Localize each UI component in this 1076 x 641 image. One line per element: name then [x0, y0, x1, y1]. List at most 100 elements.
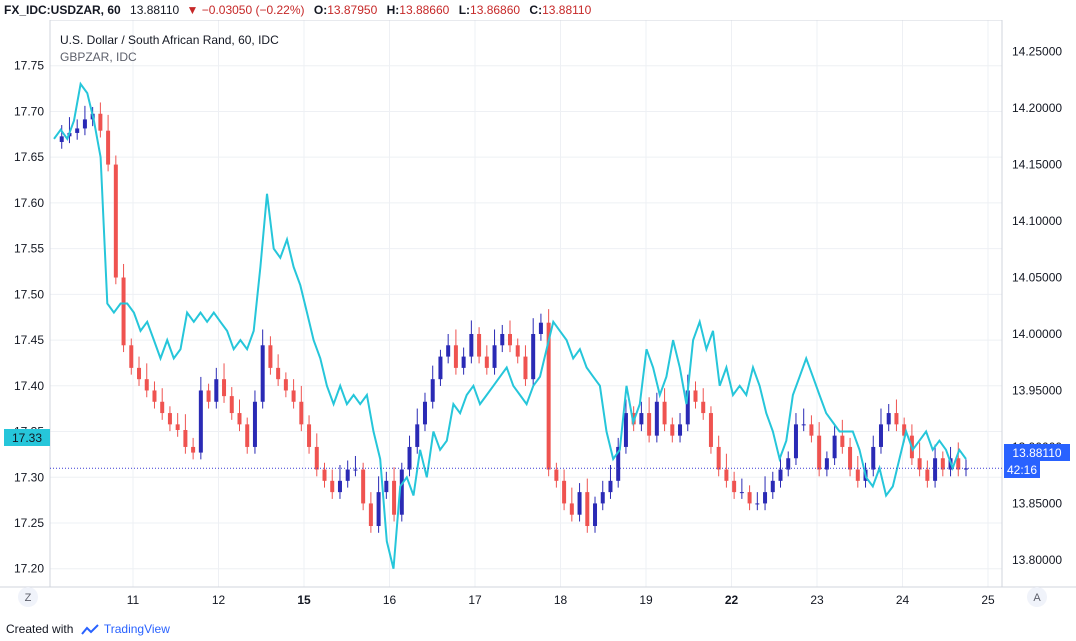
footer: Created with TradingView [0, 617, 1076, 641]
candle-body [222, 379, 227, 397]
right-price-badge-text: 13.88110 [1012, 446, 1061, 460]
candle-body [593, 503, 598, 527]
candle-body [623, 413, 628, 447]
candle-body [670, 424, 675, 436]
close-value: 13.88110 [542, 3, 592, 17]
left-axis-tick: 17.40 [14, 379, 44, 393]
price-change: ▼ −0.03050 (−0.22%) [186, 3, 305, 17]
candle-body [229, 396, 234, 414]
candle-body [786, 458, 791, 470]
right-axis-tick: 13.85000 [1012, 496, 1062, 510]
last-price: 13.88110 [130, 3, 180, 17]
candle-body [121, 277, 126, 346]
candle-body [438, 356, 443, 380]
candle-body [129, 345, 134, 368]
candle-body [345, 469, 350, 481]
candle-body [554, 469, 559, 481]
candle-body [368, 503, 373, 527]
left-axis-tick: 17.75 [14, 59, 44, 73]
symbol-name[interactable]: FX_IDC:USDZAR, 60 [4, 3, 121, 17]
candle-body [260, 345, 265, 402]
legend-compare: GBPZAR, IDC [60, 50, 137, 64]
candle-body [144, 379, 149, 391]
candle-body [98, 113, 103, 131]
time-axis-tick: 15 [297, 593, 311, 607]
left-axis-tick: 17.25 [14, 516, 44, 530]
gbpzar-line [53, 81, 967, 569]
candle-body [871, 446, 876, 470]
candle-body [291, 390, 296, 402]
tradingview-link[interactable]: TradingView [103, 622, 170, 636]
left-axis-tick: 17.30 [14, 470, 44, 484]
candle-body [492, 345, 497, 368]
candle-body [546, 322, 551, 470]
countdown-badge [1004, 461, 1040, 478]
candle-body [376, 492, 381, 527]
time-axis[interactable]: 11 12 15 16 17 18 19 22 23 24 25 [127, 593, 995, 607]
right-axis-tick: 14.05000 [1012, 271, 1062, 285]
candle-body [523, 356, 528, 380]
candle-body [708, 413, 713, 447]
zoom-button[interactable] [18, 587, 38, 607]
candle-body [191, 446, 196, 453]
time-axis-tick: 12 [212, 593, 226, 607]
candle-body [855, 469, 860, 481]
low-label: L: [458, 3, 471, 17]
candle-body [399, 469, 404, 515]
candle-body [693, 390, 698, 402]
candle-body [647, 413, 652, 436]
candle-body [422, 401, 427, 425]
candle-body [106, 130, 111, 165]
candle-body [183, 430, 188, 447]
candle-body [469, 333, 474, 357]
candle-body [817, 435, 822, 470]
candle-body [307, 424, 312, 447]
candle-body [716, 446, 721, 470]
time-axis-tick: 18 [554, 593, 568, 607]
candle-body [214, 379, 219, 402]
candle-body [840, 435, 845, 447]
candle-body [832, 435, 837, 459]
candle-body [639, 413, 644, 425]
right-axis-tick: 14.20000 [1012, 101, 1062, 115]
candle-body [245, 424, 250, 447]
candle-body [268, 345, 273, 368]
candle-body [330, 480, 335, 493]
candle-body [430, 379, 435, 402]
time-axis-tick: 24 [896, 593, 910, 607]
candle-body [538, 322, 543, 334]
candle-body [964, 468, 968, 470]
right-axis-tick: 13.80000 [1012, 553, 1062, 567]
candle-body [337, 480, 342, 493]
left-axis-tick: 17.20 [14, 562, 44, 576]
candle-body [848, 446, 853, 470]
candle-body [160, 401, 165, 414]
candle-body [763, 492, 768, 504]
candle-body [925, 469, 930, 481]
chart-area[interactable]: 17.75 17.70 17.65 17.60 17.55 17.50 17.45 17.40… [0, 19, 1076, 622]
candle-body [407, 446, 412, 470]
candle-body [453, 345, 458, 368]
candle-body [175, 424, 180, 431]
candle-body [685, 390, 690, 425]
candle-body [283, 379, 288, 391]
candle-body [299, 401, 304, 425]
right-axis-tick: 14.00000 [1012, 327, 1062, 341]
high-label: H: [386, 3, 400, 17]
candle-body [585, 492, 590, 527]
auto-scale-button[interactable] [1027, 587, 1047, 607]
candle-body [809, 424, 814, 436]
candle-body [508, 333, 512, 346]
price-chart[interactable]: 17.75 17.70 17.65 17.60 17.55 17.50 17.45 17.40… [0, 19, 1076, 617]
candle-body [515, 345, 520, 357]
candle-body [824, 458, 829, 470]
candle-body [940, 458, 945, 470]
candle-body [747, 492, 752, 504]
candle-body [461, 356, 466, 368]
candle-body [778, 469, 783, 481]
right-price-axis[interactable]: 14.25000 14.20000 14.15000 14.10000 14.05000… [1012, 45, 1062, 567]
candle-body [654, 401, 659, 436]
left-axis-tick: 17.70 [14, 104, 44, 118]
low-value: 13.86860 [470, 3, 521, 17]
candle-body [662, 401, 667, 425]
